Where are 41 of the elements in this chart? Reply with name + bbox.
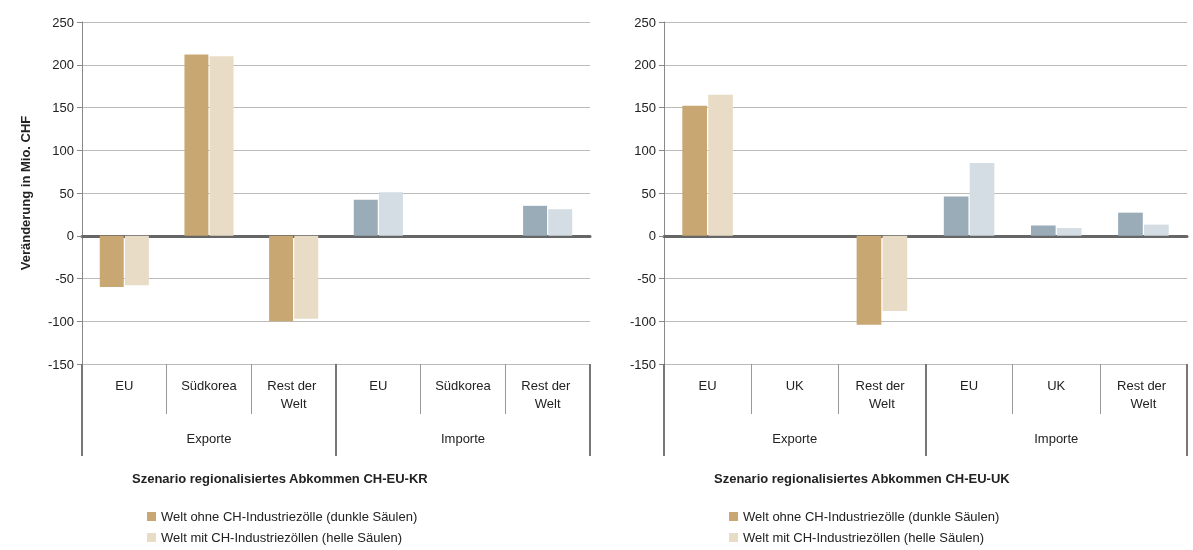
x-tick-label: UK	[785, 377, 805, 393]
legend-label: Welt mit CH-Industriezöllen (helle Säulen)	[743, 530, 985, 545]
y-tick-label: 150	[634, 100, 656, 115]
x-axis-title: Szenario regionalisiertes Abkommen CH-EU-UK	[714, 471, 1011, 486]
text: Exporte	[772, 431, 818, 446]
y-tick-label: 50	[641, 185, 656, 201]
x-tick-label: EU	[960, 377, 979, 393]
y-tick-label: 200	[634, 57, 656, 73]
x-tick-label: Rest der Welt	[267, 377, 321, 411]
x-tick-label: EU	[369, 377, 388, 393]
x-tick-label: UK	[1047, 377, 1066, 393]
legend-label: Welt ohne CH-Industriezölle (dunkle Säulen)	[161, 509, 418, 524]
y-tick-label: -100	[47, 313, 74, 329]
y-tick-label: 250	[52, 14, 74, 30]
y-tick-label: -50	[55, 271, 74, 286]
text: Exporte	[186, 431, 232, 446]
y-tick-label: -100	[629, 313, 656, 329]
y-tick-label: 100	[634, 142, 656, 158]
legend-label: Welt mit CH-Industriezöllen (helle Säulen)	[161, 530, 403, 545]
y-tick-label: 150	[52, 100, 74, 115]
y-tick-label: 100	[52, 142, 74, 158]
y-tick-label: -150	[629, 356, 656, 372]
y-tick-label: -50	[637, 271, 656, 286]
y-tick-label: 0	[66, 228, 74, 244]
legend-label: Welt ohne CH-Industriezölle (dunkle Säulen)	[743, 509, 1000, 524]
x-tick-label: EU	[115, 377, 134, 393]
y-tick-label: -150	[47, 356, 74, 372]
x-tick-label: Südkorea	[435, 377, 492, 393]
x-tick-label: Rest der Welt	[521, 377, 575, 411]
x-tick-label: Rest der Welt	[1117, 377, 1170, 411]
x-tick-label: Südkorea	[181, 377, 238, 393]
text: Importe	[440, 431, 486, 446]
text: Importe	[1034, 431, 1079, 446]
y-tick-label: 200	[52, 57, 74, 73]
y-tick-label: 250	[634, 14, 656, 30]
y-tick-label: 50	[59, 185, 74, 201]
y-tick-label: 0	[648, 228, 656, 244]
x-tick-label: EU	[698, 377, 717, 393]
x-tick-label: Rest der Welt	[855, 377, 909, 411]
x-axis-title: Szenario regionalisiertes Abkommen CH-EU-KR	[132, 471, 429, 486]
y-axis-title: Veränderung in Mio. CHF	[18, 115, 33, 271]
